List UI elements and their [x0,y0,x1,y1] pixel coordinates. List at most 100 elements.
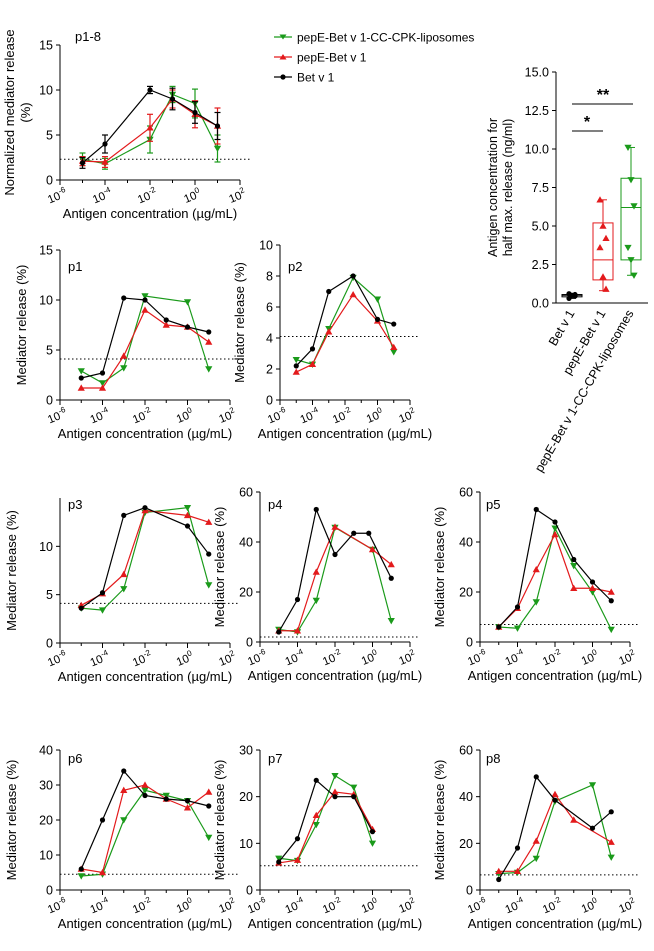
data-point-red-triangle-up [162,321,170,328]
data-point-red-triangle-up [312,568,320,575]
x-tick-label: 100 [174,648,196,669]
data-point-black-circle [121,768,127,774]
series-line-black [295,275,394,367]
y-axis-label: Mediator release (%) [14,265,29,386]
x-tick-label: 10-2 [320,647,345,669]
x-tick-label: 100 [359,647,381,668]
series-line-red [81,309,210,389]
y-tick-label: 10 [259,239,273,253]
data-point-red-triangle-up [120,352,128,359]
y-tick-label: 20 [459,586,473,600]
data-point-red-triangle-up [588,584,597,591]
x-tick-label: 10-6 [45,648,70,670]
data-point-green-triangle-down [98,607,107,614]
data-point-red-triangle-up [183,511,192,519]
data-point-red-triangle-up [205,788,213,795]
y-tick-label: 15 [39,244,53,258]
data-point-black-circle [214,123,221,129]
data-point-red-triangle-up [141,781,149,788]
x-tick-label: 100 [579,647,601,668]
y-tick-label: 8 [266,270,273,284]
data-point-black-circle [533,774,539,780]
y-tick-label: 15 [39,39,53,53]
y-tick-label: 0 [266,394,273,408]
x-tick-label: 10-6 [45,405,70,427]
data-point-red-triangle-up [308,360,317,368]
y-tick-label: 0 [246,884,253,898]
y-tick-label: 60 [459,486,473,500]
data-point-green-triangle-down [205,582,213,589]
data-point-red-triangle-up [120,786,128,793]
x-tick-label: 10-6 [245,647,270,669]
data-point-green-triangle-down [183,299,192,306]
y-tick-label: 10 [39,84,53,98]
y-axis-label: Mediator release (%) [432,760,447,881]
box-point-black-circle [572,293,578,299]
series-line-red [82,98,218,163]
data-point-red-triangle-up [387,560,395,568]
data-point-black-circle [552,519,558,525]
data-point-red-triangle-up [293,856,302,863]
data-point-green-triangle-down [292,357,300,364]
data-point-black-circle [332,551,338,558]
data-point-black-circle [388,575,394,581]
series-line-green [82,93,219,165]
y-tick-label: 2.5 [532,258,549,272]
box-point-red-triangle-up [596,196,604,203]
box-point-red-triangle-up [602,285,610,292]
y-tick-label: 60 [239,486,253,500]
x-tick-label: 10-2 [540,647,565,669]
box-point-red-triangle-up [596,243,604,251]
legend: pepE-Bet v 1-CC-CPK-liposomes pepE-Bet v… [274,31,474,85]
x-tick-label: 102 [396,895,418,916]
data-point-green-triangle-down [551,525,559,532]
data-point-green-triangle-down [532,599,540,606]
data-point-black-circle [276,859,282,865]
box-point-red-triangle-up [599,222,607,229]
data-point-red-triangle-up [513,867,522,875]
chart-p7: 0 10 20 30 10-6 10-4 10-2 100 102 p7 Antigen conce… [212,744,422,932]
series-line-green [278,526,392,633]
data-point-black-circle [142,792,148,799]
data-point-green-triangle-down [532,855,540,863]
data-point-black-circle [78,605,84,611]
x-tick-label: 10-2 [330,405,355,427]
data-point-black-circle [496,624,502,630]
x-tick-label: 10-4 [87,405,112,427]
data-point-red-triangle-up [312,811,320,819]
y-tick-label: 40 [39,744,53,758]
y-tick-label: 0 [46,174,53,188]
y-tick-label: 10 [239,837,253,851]
data-point-green-triangle-down [331,772,339,780]
y-tick-label: 15.0 [525,66,549,80]
data-point-black-circle [332,794,338,800]
x-tick-label: 102 [396,405,418,426]
data-point-red-triangle-up [141,306,149,313]
y-tick-label: 0 [46,884,53,898]
data-point-green-triangle-down [387,618,395,625]
data-point-black-circle [589,579,596,585]
data-point-black-circle [121,295,127,301]
significance-label: * [584,114,591,131]
data-point-red-triangle-up [551,790,559,798]
data-point-black-circle [366,530,372,536]
y-tick-label: 2 [266,363,273,377]
data-point-black-circle [102,141,108,147]
data-point-black-circle [294,836,301,842]
x-axis-label: Antigen concentration (µg/mL) [248,668,422,683]
x-axis-label: Antigen concentration (µg/mL) [468,668,642,683]
y-tick-label: 10.0 [525,143,549,157]
x-tick-label: 10-4 [282,895,307,917]
chart-p4: 0 20 40 60 10-6 10-4 10-2 100 102 p4 Antigen conce… [212,486,422,684]
data-point-black-circle [391,321,397,327]
data-point-red-triangle-up [607,838,615,845]
y-tick-label: 40 [459,790,473,804]
y-tick-label: 7.5 [532,181,549,195]
data-point-black-circle [369,829,376,835]
data-point-green-triangle-down [205,834,213,842]
y-axis-label: Mediator release (%) [4,760,19,881]
data-point-green-triangle-down [141,787,149,794]
y-tick-label: 12.5 [525,104,549,118]
chart-title: p2 [288,259,302,274]
